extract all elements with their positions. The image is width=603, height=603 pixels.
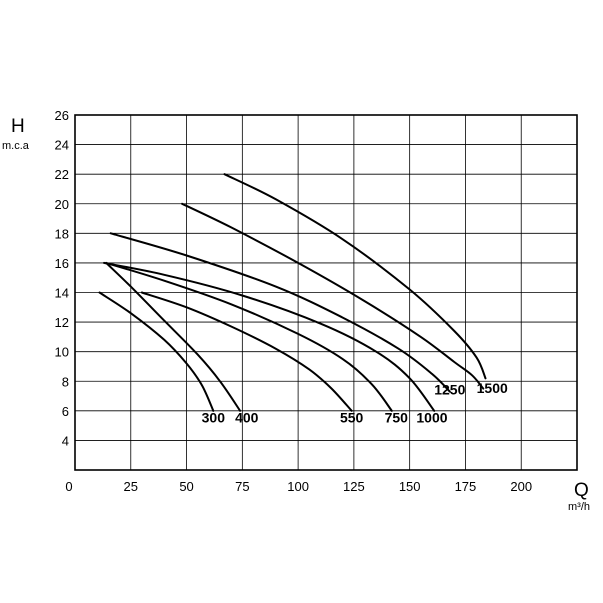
- x-tick-label: 175: [455, 479, 477, 494]
- y-tick-label: 10: [55, 345, 69, 360]
- y-tick-label: 8: [62, 374, 69, 389]
- x-tick-label: 25: [124, 479, 138, 494]
- y-axis-title: H: [11, 116, 25, 137]
- curve-label-1250: 1250: [434, 382, 465, 398]
- curve-label-1000: 1000: [416, 410, 447, 426]
- curve-label-550: 550: [340, 410, 364, 426]
- plot-frame: [74, 114, 578, 471]
- x-tick-label: 100: [287, 479, 309, 494]
- y-tick-label: 26: [55, 108, 69, 123]
- y-axis-unit: m.c.a: [2, 140, 30, 152]
- x-tick-label: 150: [399, 479, 421, 494]
- x-axis-unit: m³/h: [568, 501, 590, 513]
- curve-1250: [109, 232, 451, 393]
- x-tick-label: 0: [65, 479, 72, 494]
- curve-750: [105, 261, 393, 412]
- curve-1000: [103, 261, 436, 412]
- curve-label-750: 750: [385, 410, 409, 426]
- x-tick-label: 75: [235, 479, 249, 494]
- curves: [98, 173, 487, 412]
- y-tick-label: 22: [55, 167, 69, 182]
- x-tick-label: 125: [343, 479, 365, 494]
- x-tick-label: 200: [510, 479, 532, 494]
- curve-label-1500: 1500: [477, 380, 508, 396]
- y-tick-label: 20: [55, 197, 69, 212]
- curve-1500-top: [223, 173, 487, 380]
- curve-1500: [181, 202, 485, 390]
- curve-400: [105, 261, 242, 412]
- x-axis-title: Q: [574, 480, 589, 501]
- x-tick-label: 50: [179, 479, 193, 494]
- y-tick-label: 14: [55, 286, 69, 301]
- curve-label-300: 300: [202, 410, 226, 426]
- grid: [75, 115, 577, 470]
- curve-550: [140, 291, 353, 412]
- y-tick-label: 12: [55, 315, 69, 330]
- curve-labels: 300 400 550 750 1000 1250 1500: [202, 380, 508, 426]
- y-tick-label: 18: [55, 226, 69, 241]
- y-tick-label: 24: [55, 138, 69, 153]
- curve-300: [98, 291, 215, 412]
- y-tick-label: 16: [55, 256, 69, 271]
- curve-label-400: 400: [235, 410, 259, 426]
- y-tick-label: 6: [62, 404, 69, 419]
- tick-labels: 0 25 50 75 100 125 150 175 200 4 6 8 10 12 14 16 18 20 22 2…: [55, 108, 533, 494]
- y-tick-label: 4: [62, 433, 69, 448]
